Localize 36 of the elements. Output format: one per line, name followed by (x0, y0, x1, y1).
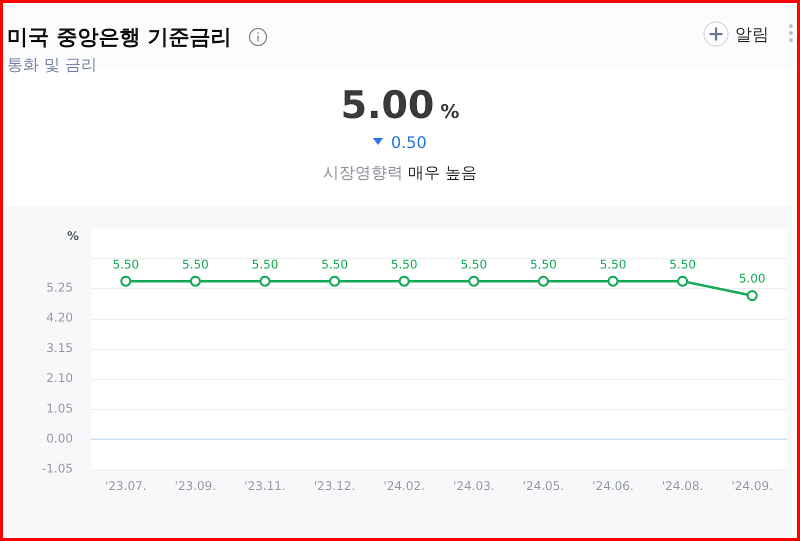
text: 매우 높음 (408, 163, 478, 182)
x-tick-label: '23.09. (174, 478, 216, 493)
data-label: 5.50 (600, 257, 626, 272)
y-tick-label: 1.05 (46, 401, 73, 416)
x-tick-label: '23.11. (244, 478, 286, 493)
data-label: 5.50 (182, 257, 209, 272)
data-label: 5.50 (390, 257, 418, 272)
x-tick-label: '24.06. (592, 478, 634, 493)
y-tick-label: 5.25 (46, 280, 73, 295)
y-tick-label: 3.15 (46, 340, 73, 355)
x-tick-label: '24.05. (522, 478, 564, 493)
y-tick-label: 0.00 (46, 432, 73, 446)
y-tick-label: 4.20 (46, 310, 73, 325)
text: 5.00 (340, 83, 434, 127)
x-tick-label: '23.07. (105, 478, 147, 493)
data-label: 5.50 (669, 257, 696, 272)
data-label: 5.50 (460, 257, 488, 272)
x-tick-label: '24.03. (453, 478, 495, 493)
x-tick-label: '24.08. (662, 478, 704, 493)
x-tick-label: '24.09. (731, 478, 773, 493)
chart-subtitle: 통화 및 금리 (7, 55, 98, 76)
y-axis-title: % (66, 229, 80, 244)
chart-title: 미국 중앙은행 기준금리 (7, 24, 232, 51)
text: 시장영향력 (322, 163, 403, 182)
text: 알림 (735, 24, 769, 46)
data-label: 5.50 (112, 257, 140, 272)
text: 0.50 (391, 133, 427, 152)
x-tick-label: '24.02. (383, 478, 425, 493)
data-label: 5.00 (738, 272, 766, 286)
x-tick-label: '23.12. (314, 478, 356, 493)
text: % (440, 101, 460, 123)
data-label: 5.50 (252, 257, 278, 272)
data-label: 5.50 (321, 257, 348, 272)
y-tick-label: 2.10 (46, 371, 73, 386)
y-tick-label: -1.05 (42, 462, 73, 476)
data-label: 5.50 (530, 257, 557, 272)
